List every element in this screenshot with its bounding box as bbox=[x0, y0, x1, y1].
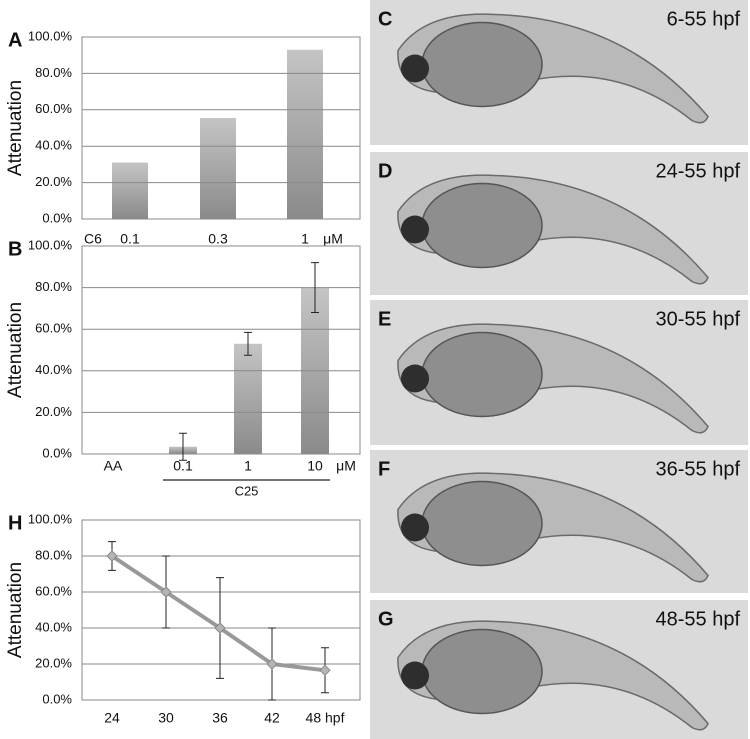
photo-panel: F 36-55 hpf bbox=[370, 450, 748, 593]
bar bbox=[234, 343, 262, 454]
y-tick-label: 100.0% bbox=[28, 237, 73, 252]
panel-caption: 48-55 hpf bbox=[655, 608, 740, 630]
embryo-eye bbox=[401, 54, 429, 83]
photo-panel: C 6-55 hpf bbox=[370, 0, 748, 145]
panel-caption: 36-55 hpf bbox=[655, 458, 740, 480]
data-point bbox=[214, 622, 226, 634]
embryo-yolk bbox=[421, 182, 543, 269]
panel-label: A bbox=[8, 29, 22, 51]
data-point bbox=[319, 664, 331, 677]
photo-panel: D 24-55 hpf bbox=[370, 152, 748, 295]
x-tick-label: 1 bbox=[301, 231, 309, 247]
x-tick-label: 1 bbox=[244, 458, 252, 474]
y-tick-label: 60.0% bbox=[35, 583, 72, 598]
y-tick-label: 80.0% bbox=[35, 279, 72, 294]
panel-label: C bbox=[378, 8, 392, 30]
data-point bbox=[266, 658, 278, 670]
x-tick-label: 0.1 bbox=[120, 231, 140, 247]
y-tick-label: 40.0% bbox=[35, 138, 72, 153]
bar bbox=[200, 117, 236, 219]
x-tick-label: 30 bbox=[158, 710, 174, 726]
embryo bbox=[397, 13, 709, 124]
embryo bbox=[397, 472, 709, 583]
x-unit: μM bbox=[323, 231, 343, 247]
y-tick-label: 0.0% bbox=[42, 691, 72, 706]
photo-panel: G 48-55 hpf bbox=[370, 600, 748, 739]
y-tick-label: 20.0% bbox=[35, 404, 72, 419]
y-axis-label: Attenuation bbox=[5, 80, 26, 176]
x-prefix: C6 bbox=[84, 231, 102, 247]
error-bar bbox=[179, 432, 187, 461]
data-line bbox=[110, 554, 326, 673]
embryo bbox=[397, 620, 709, 731]
y-tick-label: 0.0% bbox=[42, 210, 72, 225]
x-tick-label: 24 bbox=[104, 710, 120, 726]
error-bar bbox=[311, 262, 319, 314]
bar bbox=[112, 162, 148, 219]
y-tick-label: 20.0% bbox=[35, 655, 72, 670]
plot-frame bbox=[81, 519, 361, 701]
y-tick-label: 80.0% bbox=[35, 547, 72, 562]
bar bbox=[301, 287, 329, 454]
x-tick-label: 10 bbox=[307, 458, 323, 474]
group-label: C25 bbox=[235, 483, 259, 498]
y-tick-label: 20.0% bbox=[35, 174, 72, 189]
embryo bbox=[397, 174, 709, 285]
embryo-yolk bbox=[421, 628, 543, 715]
y-axis-label: Attenuation bbox=[5, 562, 26, 658]
x-tick-label: 42 bbox=[264, 710, 280, 726]
x-tick-label: 0.3 bbox=[208, 231, 228, 247]
panel-label: G bbox=[378, 608, 394, 630]
embryo-yolk bbox=[421, 480, 543, 567]
panel-caption: 30-55 hpf bbox=[655, 308, 740, 330]
embryo-yolk bbox=[421, 331, 543, 418]
bar bbox=[287, 49, 323, 219]
y-tick-label: 60.0% bbox=[35, 101, 72, 116]
y-tick-label: 0.0% bbox=[42, 445, 72, 460]
embryo-eye bbox=[401, 661, 429, 690]
data-point bbox=[160, 586, 172, 598]
y-tick-label: 100.0% bbox=[28, 511, 73, 526]
x-unit: μM bbox=[336, 458, 356, 474]
photo-panel: E 30-55 hpf bbox=[370, 300, 748, 445]
embryo-eye bbox=[401, 513, 429, 542]
panel-caption: 24-55 hpf bbox=[655, 160, 740, 182]
panel-label: F bbox=[378, 458, 390, 480]
x-tick-label: 36 bbox=[212, 710, 228, 726]
panel-label: H bbox=[8, 512, 22, 534]
panel-label: E bbox=[378, 308, 391, 330]
panel-caption: 6-55 hpf bbox=[667, 8, 741, 30]
y-tick-label: 40.0% bbox=[35, 619, 72, 634]
panel-label: D bbox=[378, 160, 392, 182]
y-tick-label: 40.0% bbox=[35, 362, 72, 377]
x-tick-label: AA bbox=[104, 458, 123, 474]
embryo-eye bbox=[401, 364, 429, 393]
x-tick-label: 0.1 bbox=[173, 458, 193, 474]
embryo bbox=[397, 323, 709, 434]
x-tick-label: 48 hpf bbox=[306, 710, 345, 726]
y-tick-label: 100.0% bbox=[28, 28, 73, 43]
y-tick-label: 80.0% bbox=[35, 65, 72, 80]
plot-frame bbox=[81, 245, 361, 455]
panel-label: B bbox=[8, 238, 22, 260]
y-tick-label: 60.0% bbox=[35, 321, 72, 336]
embryo-yolk bbox=[421, 21, 543, 108]
data-point bbox=[106, 550, 118, 562]
error-bar bbox=[244, 331, 252, 356]
y-axis-label: Attenuation bbox=[5, 302, 26, 398]
embryo-eye bbox=[401, 215, 429, 244]
